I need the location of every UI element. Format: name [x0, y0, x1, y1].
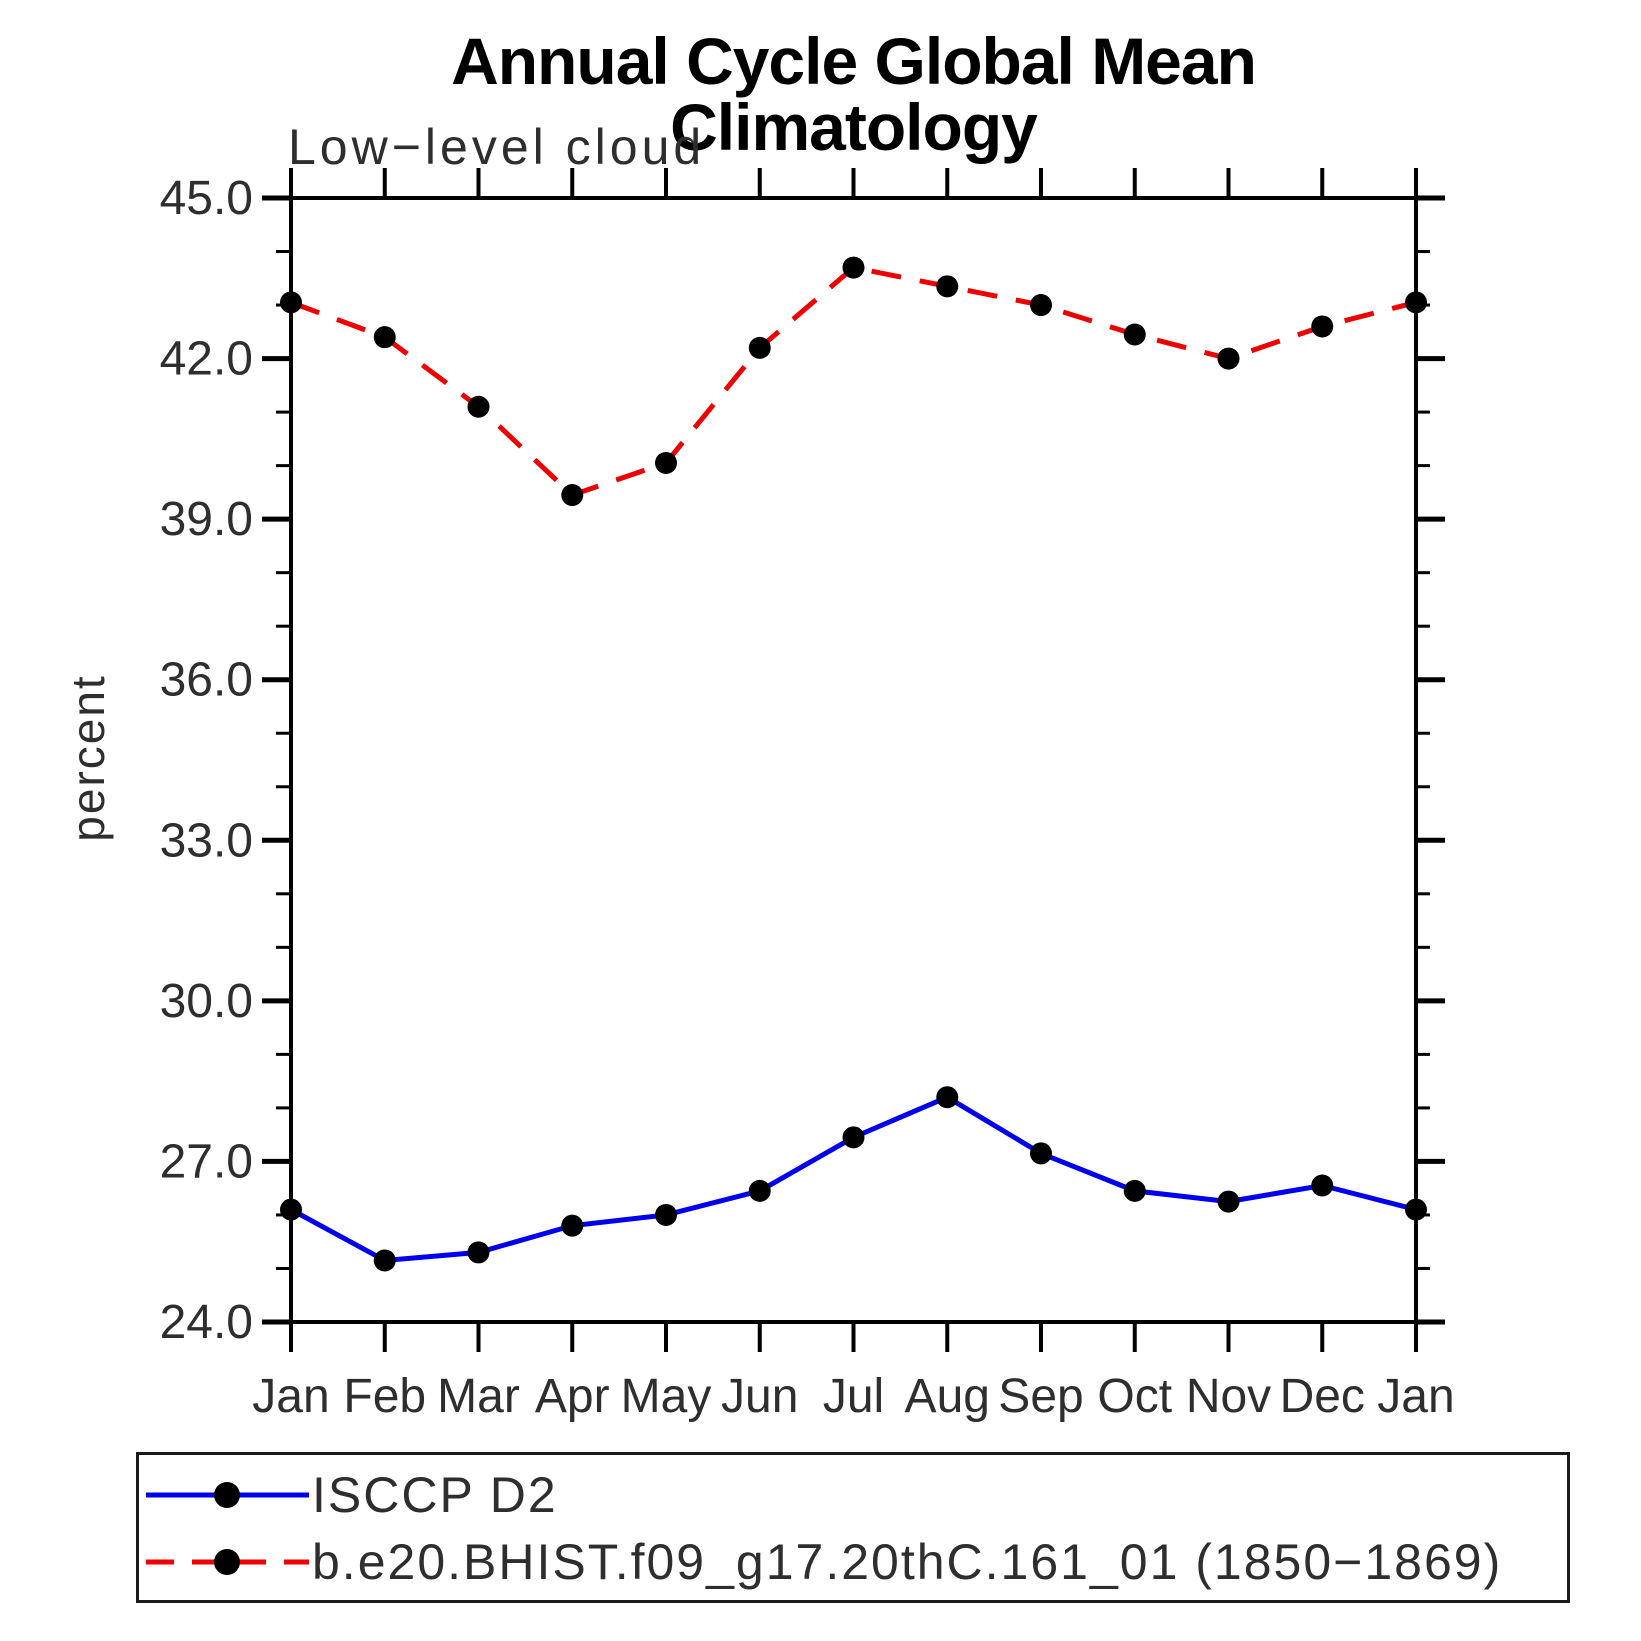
- chart-title: Annual Cycle Global Mean Climatology: [451, 24, 1257, 164]
- legend-label: b.e20.BHIST.f09_g17.20thC.161_01 (1850−1…: [312, 1534, 1503, 1590]
- svg-text:39.0: 39.0: [160, 493, 253, 546]
- svg-text:45.0: 45.0: [160, 172, 253, 225]
- svg-text:Jun: Jun: [721, 1370, 798, 1423]
- chart-subtitle: Low−level cloud: [288, 119, 706, 175]
- svg-text:42.0: 42.0: [160, 333, 253, 386]
- legend-key-dashed-line: [146, 1549, 309, 1575]
- svg-text:Jan: Jan: [1377, 1370, 1454, 1423]
- legend-key-solid-line: [146, 1482, 309, 1508]
- svg-text:Feb: Feb: [343, 1370, 426, 1423]
- svg-text:Nov: Nov: [1186, 1370, 1271, 1423]
- legend-entry-model: b.e20.BHIST.f09_g17.20thC.161_01 (1850−1…: [142, 1534, 1502, 1590]
- svg-text:Mar: Mar: [437, 1370, 520, 1423]
- svg-text:36.0: 36.0: [160, 654, 253, 707]
- svg-text:24.0: 24.0: [160, 1296, 253, 1349]
- legend-entry-isccp: ISCCP D2: [142, 1467, 558, 1523]
- svg-text:Jan: Jan: [252, 1370, 329, 1423]
- svg-text:Jul: Jul: [823, 1370, 884, 1423]
- legend-box: ISCCP D2 b.e20.BHIST.f09_g17.20thC.161_0…: [136, 1452, 1570, 1603]
- svg-text:Oct: Oct: [1097, 1370, 1172, 1423]
- svg-text:Dec: Dec: [1280, 1370, 1365, 1423]
- legend-label: ISCCP D2: [312, 1467, 558, 1523]
- svg-text:33.0: 33.0: [160, 814, 253, 867]
- svg-text:Apr: Apr: [535, 1370, 610, 1423]
- svg-text:Sep: Sep: [998, 1370, 1083, 1423]
- svg-text:30.0: 30.0: [160, 975, 253, 1028]
- svg-text:27.0: 27.0: [160, 1135, 253, 1188]
- svg-text:May: May: [621, 1370, 712, 1423]
- svg-text:Aug: Aug: [905, 1370, 990, 1423]
